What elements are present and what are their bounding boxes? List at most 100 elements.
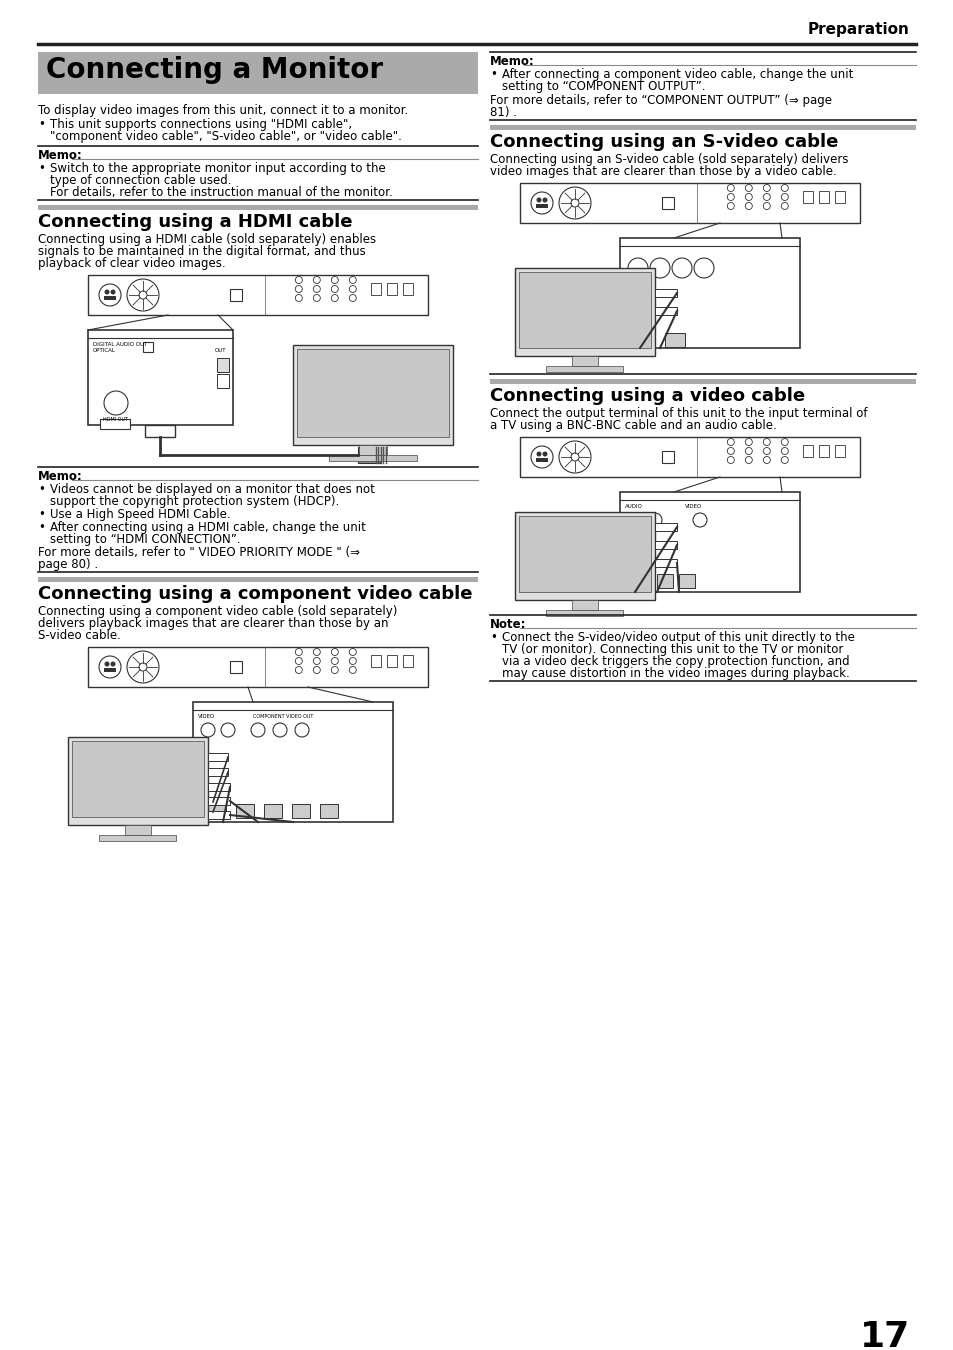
Text: AUDIO: AUDIO xyxy=(624,504,642,509)
Text: Memo:: Memo: xyxy=(38,148,83,162)
Bar xyxy=(104,296,116,300)
Text: This unit supports connections using "HDMI cable",: This unit supports connections using "HD… xyxy=(50,117,352,131)
Bar xyxy=(208,768,228,776)
Bar xyxy=(519,184,859,223)
Circle shape xyxy=(331,285,338,293)
Circle shape xyxy=(221,724,234,737)
Text: may cause distortion in the video images during playback.: may cause distortion in the video images… xyxy=(501,667,849,680)
Circle shape xyxy=(331,667,338,674)
Circle shape xyxy=(744,193,752,201)
Text: 17: 17 xyxy=(859,1320,909,1350)
Circle shape xyxy=(349,277,355,284)
Circle shape xyxy=(295,667,302,674)
Bar xyxy=(519,437,859,477)
Bar xyxy=(100,418,130,429)
Text: 81) .: 81) . xyxy=(490,107,517,119)
Circle shape xyxy=(313,277,320,284)
Bar xyxy=(235,805,253,818)
Text: video images that are clearer than those by a video cable.: video images that are clearer than those… xyxy=(490,165,836,178)
Circle shape xyxy=(104,392,128,414)
Bar xyxy=(655,289,677,297)
Circle shape xyxy=(99,284,121,306)
Circle shape xyxy=(313,294,320,301)
Circle shape xyxy=(571,198,578,207)
Bar xyxy=(99,836,176,841)
Text: •: • xyxy=(38,521,45,535)
Text: Connecting using a component video cable: Connecting using a component video cable xyxy=(38,585,472,603)
Circle shape xyxy=(531,192,553,215)
Circle shape xyxy=(273,724,287,737)
Circle shape xyxy=(571,454,578,460)
Bar xyxy=(490,126,915,130)
Bar xyxy=(296,350,449,437)
Bar xyxy=(193,702,393,822)
Circle shape xyxy=(781,447,787,455)
Circle shape xyxy=(627,258,647,278)
Text: •: • xyxy=(490,630,497,644)
Circle shape xyxy=(744,202,752,209)
Circle shape xyxy=(139,663,147,671)
Circle shape xyxy=(201,724,214,737)
Bar xyxy=(802,446,812,458)
Bar xyxy=(146,425,175,437)
Text: Use a High Speed HDMI Cable.: Use a High Speed HDMI Cable. xyxy=(50,508,231,521)
Text: S-video cable.: S-video cable. xyxy=(38,629,121,643)
Bar xyxy=(619,238,800,348)
Bar xyxy=(655,541,677,549)
Bar xyxy=(572,599,597,610)
Bar xyxy=(661,197,673,209)
Bar xyxy=(230,289,241,301)
Bar xyxy=(546,366,623,373)
Bar xyxy=(664,333,684,347)
Bar xyxy=(655,522,677,531)
Circle shape xyxy=(726,456,734,463)
Bar xyxy=(143,342,152,352)
Text: After connecting using a HDMI cable, change the unit: After connecting using a HDMI cable, cha… xyxy=(50,521,366,535)
Bar xyxy=(88,329,233,425)
Circle shape xyxy=(781,456,787,463)
Circle shape xyxy=(349,657,355,664)
Text: "component video cable", "S-video cable", or "video cable".: "component video cable", "S-video cable"… xyxy=(50,130,401,143)
Circle shape xyxy=(762,193,769,201)
Bar xyxy=(546,610,623,616)
Circle shape xyxy=(744,185,752,192)
Bar xyxy=(68,737,208,825)
Bar xyxy=(679,574,695,589)
Circle shape xyxy=(762,447,769,455)
Circle shape xyxy=(313,285,320,293)
Bar xyxy=(402,284,413,296)
Bar xyxy=(293,346,453,446)
Circle shape xyxy=(726,185,734,192)
Circle shape xyxy=(692,513,706,526)
Text: Videos cannot be displayed on a monitor that does not: Videos cannot be displayed on a monitor … xyxy=(50,483,375,495)
Text: Connecting using a HDMI cable: Connecting using a HDMI cable xyxy=(38,213,352,231)
Circle shape xyxy=(627,513,641,526)
Circle shape xyxy=(762,439,769,446)
Bar xyxy=(536,458,547,462)
Text: For more details, refer to " VIDEO PRIORITY MODE " (⇒: For more details, refer to " VIDEO PRIOR… xyxy=(38,545,359,559)
Text: signals to be maintained in the digital format, and thus: signals to be maintained in the digital … xyxy=(38,244,365,258)
Text: COMPONENT VIDEO OUT: COMPONENT VIDEO OUT xyxy=(253,714,313,720)
Bar xyxy=(818,190,828,202)
Text: Connecting using a HDMI cable (sold separately) enables: Connecting using a HDMI cable (sold sepa… xyxy=(38,234,375,246)
Bar xyxy=(88,647,428,687)
Circle shape xyxy=(744,447,752,455)
Text: playback of clear video images.: playback of clear video images. xyxy=(38,256,226,270)
Bar xyxy=(208,811,230,819)
Text: Connecting using a video cable: Connecting using a video cable xyxy=(490,387,804,405)
Bar xyxy=(371,655,380,667)
Circle shape xyxy=(349,667,355,674)
Bar xyxy=(71,741,204,817)
Bar xyxy=(402,655,413,667)
Text: •: • xyxy=(38,508,45,521)
Text: •: • xyxy=(38,162,45,176)
Circle shape xyxy=(251,724,265,737)
Circle shape xyxy=(671,258,691,278)
Text: OUT: OUT xyxy=(214,348,226,352)
Circle shape xyxy=(542,451,547,456)
Circle shape xyxy=(331,277,338,284)
Circle shape xyxy=(649,258,669,278)
Circle shape xyxy=(331,657,338,664)
Circle shape xyxy=(105,662,110,667)
Bar xyxy=(358,446,387,455)
